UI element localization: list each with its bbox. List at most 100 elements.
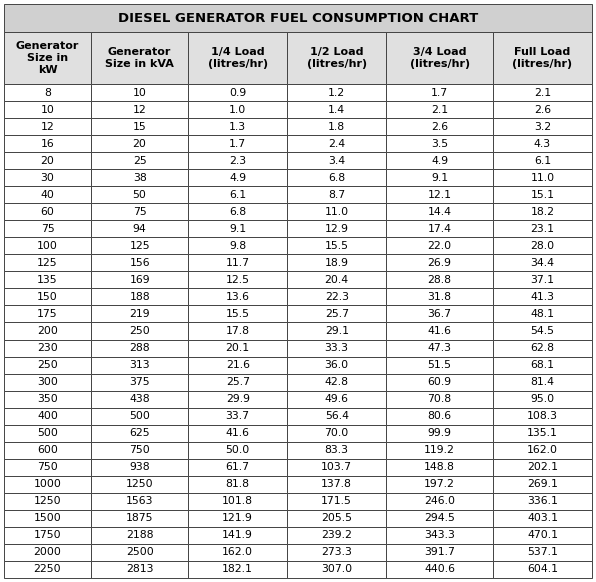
Bar xyxy=(493,306,592,322)
Text: 25.7: 25.7 xyxy=(325,309,349,319)
Text: 604.1: 604.1 xyxy=(527,565,558,574)
Bar xyxy=(493,544,592,561)
Text: 1750: 1750 xyxy=(34,530,61,541)
Text: 200: 200 xyxy=(37,326,58,336)
Text: 29.1: 29.1 xyxy=(325,326,349,336)
Bar xyxy=(386,237,493,254)
Bar xyxy=(188,407,287,425)
Text: 22.3: 22.3 xyxy=(325,292,349,302)
Text: 54.5: 54.5 xyxy=(530,326,554,336)
Text: 250: 250 xyxy=(37,360,58,370)
Text: 75: 75 xyxy=(133,207,147,217)
Text: 230: 230 xyxy=(37,343,58,353)
Bar xyxy=(91,101,188,118)
Bar xyxy=(91,374,188,391)
Text: 29.9: 29.9 xyxy=(226,394,250,404)
Bar xyxy=(188,339,287,357)
Bar xyxy=(386,289,493,306)
Bar xyxy=(91,220,188,237)
Bar xyxy=(188,442,287,459)
Text: 68.1: 68.1 xyxy=(530,360,554,370)
Text: 101.8: 101.8 xyxy=(222,496,253,506)
Bar xyxy=(188,186,287,203)
Text: 2188: 2188 xyxy=(126,530,153,541)
Bar xyxy=(91,322,188,339)
Text: 119.2: 119.2 xyxy=(424,445,455,455)
Text: 2.6: 2.6 xyxy=(534,105,551,115)
Bar xyxy=(188,561,287,578)
Bar xyxy=(4,220,91,237)
Bar xyxy=(493,561,592,578)
Bar xyxy=(493,459,592,476)
Text: 83.3: 83.3 xyxy=(325,445,349,455)
Text: 440.6: 440.6 xyxy=(424,565,455,574)
Bar xyxy=(386,101,493,118)
Bar xyxy=(287,84,386,101)
Bar xyxy=(493,493,592,510)
Bar xyxy=(386,391,493,407)
Text: 141.9: 141.9 xyxy=(222,530,253,541)
Bar xyxy=(493,476,592,493)
Bar xyxy=(91,254,188,271)
Bar xyxy=(386,459,493,476)
Text: 103.7: 103.7 xyxy=(321,462,352,472)
Text: 42.8: 42.8 xyxy=(325,377,349,387)
Bar xyxy=(287,306,386,322)
Text: 33.3: 33.3 xyxy=(325,343,349,353)
Bar xyxy=(287,407,386,425)
Text: 313: 313 xyxy=(129,360,150,370)
Bar xyxy=(188,476,287,493)
Text: 239.2: 239.2 xyxy=(321,530,352,541)
Bar xyxy=(287,561,386,578)
Text: 537.1: 537.1 xyxy=(527,548,558,558)
Bar xyxy=(4,203,91,220)
Text: 137.8: 137.8 xyxy=(321,480,352,489)
Text: 197.2: 197.2 xyxy=(424,480,455,489)
Bar xyxy=(188,459,287,476)
Bar xyxy=(91,561,188,578)
Bar xyxy=(91,527,188,544)
Bar xyxy=(287,254,386,271)
Text: Generator
Size in kVA: Generator Size in kVA xyxy=(105,47,174,69)
Bar xyxy=(91,237,188,254)
Text: 20: 20 xyxy=(133,139,147,148)
Bar xyxy=(493,32,592,84)
Bar xyxy=(493,425,592,442)
Text: 205.5: 205.5 xyxy=(321,513,352,523)
Bar xyxy=(287,32,386,84)
Bar xyxy=(91,459,188,476)
Bar xyxy=(287,118,386,135)
Bar xyxy=(287,271,386,289)
Text: 61.7: 61.7 xyxy=(226,462,250,472)
Text: 938: 938 xyxy=(129,462,150,472)
Bar xyxy=(4,169,91,186)
Text: 148.8: 148.8 xyxy=(424,462,455,472)
Bar xyxy=(91,339,188,357)
Text: 48.1: 48.1 xyxy=(530,309,554,319)
Text: 4.9: 4.9 xyxy=(431,155,448,166)
Text: 246.0: 246.0 xyxy=(424,496,455,506)
Text: 150: 150 xyxy=(37,292,58,302)
Text: 625: 625 xyxy=(129,428,150,438)
Text: 343.3: 343.3 xyxy=(424,530,455,541)
Bar xyxy=(287,374,386,391)
Bar xyxy=(4,527,91,544)
Text: 6.8: 6.8 xyxy=(328,173,345,183)
Bar xyxy=(386,425,493,442)
Bar xyxy=(4,118,91,135)
Text: 81.8: 81.8 xyxy=(226,480,250,489)
Bar xyxy=(4,289,91,306)
Text: 47.3: 47.3 xyxy=(427,343,452,353)
Bar xyxy=(386,527,493,544)
Text: 9.1: 9.1 xyxy=(229,224,246,234)
Bar xyxy=(188,254,287,271)
Bar xyxy=(91,135,188,152)
Text: 14.4: 14.4 xyxy=(427,207,452,217)
Text: 175: 175 xyxy=(37,309,58,319)
Bar xyxy=(493,271,592,289)
Text: 12.1: 12.1 xyxy=(427,190,452,200)
Bar xyxy=(188,289,287,306)
Bar xyxy=(287,510,386,527)
Text: 60: 60 xyxy=(41,207,54,217)
Text: 11.7: 11.7 xyxy=(226,258,250,268)
